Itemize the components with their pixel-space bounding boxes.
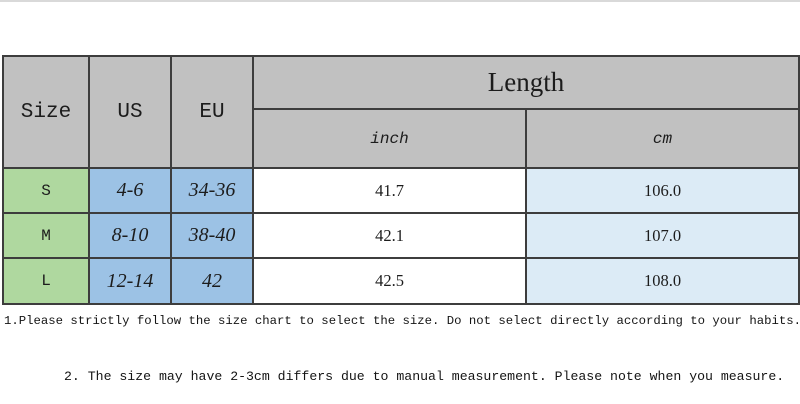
cm-cell: 106.0 [524, 167, 800, 214]
table-row-m: M 8-10 38-40 42.1 107.0 [2, 212, 800, 259]
us-cell: 12-14 [88, 257, 172, 305]
table-row-s: S 4-6 34-36 41.7 106.0 [2, 167, 800, 214]
header-row-main: Size US EU Length [2, 55, 800, 169]
size-cell: S [2, 167, 90, 214]
size-chart-table: Size US EU Length inch cm S 4-6 34-36 41… [2, 55, 800, 305]
header-size: Size [2, 55, 90, 169]
footnote-1: 1.Please strictly follow the size chart … [4, 314, 800, 328]
header-eu: EU [170, 55, 254, 169]
us-cell: 8-10 [88, 212, 172, 259]
eu-cell: 34-36 [170, 167, 254, 214]
cm-cell: 108.0 [524, 257, 800, 305]
header-length: Length [251, 55, 800, 110]
eu-cell: 38-40 [170, 212, 254, 259]
header-inch: inch [252, 108, 527, 169]
inch-cell: 41.7 [252, 167, 527, 214]
table-row-l: L 12-14 42 42.5 108.0 [2, 257, 800, 305]
top-divider [0, 0, 800, 2]
header-cm: cm [524, 108, 800, 169]
inch-cell: 42.1 [252, 212, 527, 259]
inch-cell: 42.5 [252, 257, 527, 305]
footnote-2: 2. The size may have 2-3cm differs due t… [64, 369, 785, 384]
header-row-units: inch cm [3, 108, 800, 169]
header-us: US [88, 55, 172, 169]
size-cell: L [2, 257, 90, 305]
us-cell: 4-6 [88, 167, 172, 214]
eu-cell: 42 [170, 257, 254, 305]
cm-cell: 107.0 [524, 212, 800, 259]
size-cell: M [2, 212, 90, 259]
